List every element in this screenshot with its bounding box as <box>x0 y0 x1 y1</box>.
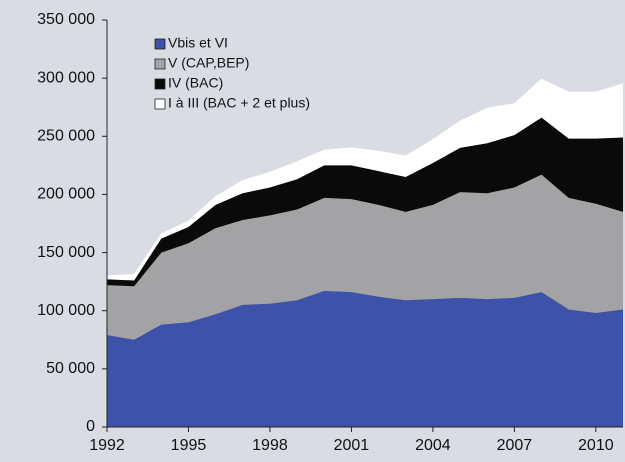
y-tick-label: 50 000 <box>46 360 95 377</box>
legend-swatch <box>154 38 166 50</box>
y-tick-label: 100 000 <box>37 302 95 319</box>
x-tick-label: 1998 <box>252 437 288 454</box>
area-fill <box>107 290 623 427</box>
y-tick-label: 350 000 <box>37 11 95 28</box>
area-fill <box>107 79 623 281</box>
legend-label: Vbis et VI <box>168 35 228 51</box>
x-tick-label: 1992 <box>89 437 125 454</box>
x-tick-label: 2007 <box>497 437 533 454</box>
legend-label: I à III (BAC + 2 et plus) <box>168 95 310 111</box>
legend-label: V (CAP,BEP) <box>168 55 249 71</box>
x-tick-label: 2004 <box>415 437 451 454</box>
x-tick-label: 1995 <box>171 437 207 454</box>
area-fill <box>107 117 623 287</box>
y-tick-label: 150 000 <box>37 244 95 261</box>
y-tick-label: 0 <box>86 418 95 435</box>
y-tick-label: 300 000 <box>37 69 95 86</box>
area-fill <box>107 174 623 340</box>
legend-swatch <box>154 58 166 70</box>
legend-swatch <box>154 98 166 110</box>
x-tick-label: 2010 <box>578 437 614 454</box>
legend-label: IV (BAC) <box>168 75 223 91</box>
x-tick-label: 2001 <box>334 437 370 454</box>
area-edge <box>106 78 624 277</box>
area-edge <box>106 290 624 341</box>
legend-swatch <box>154 78 166 90</box>
y-tick-label: 250 000 <box>37 128 95 145</box>
y-tick-label: 200 000 <box>37 186 95 203</box>
